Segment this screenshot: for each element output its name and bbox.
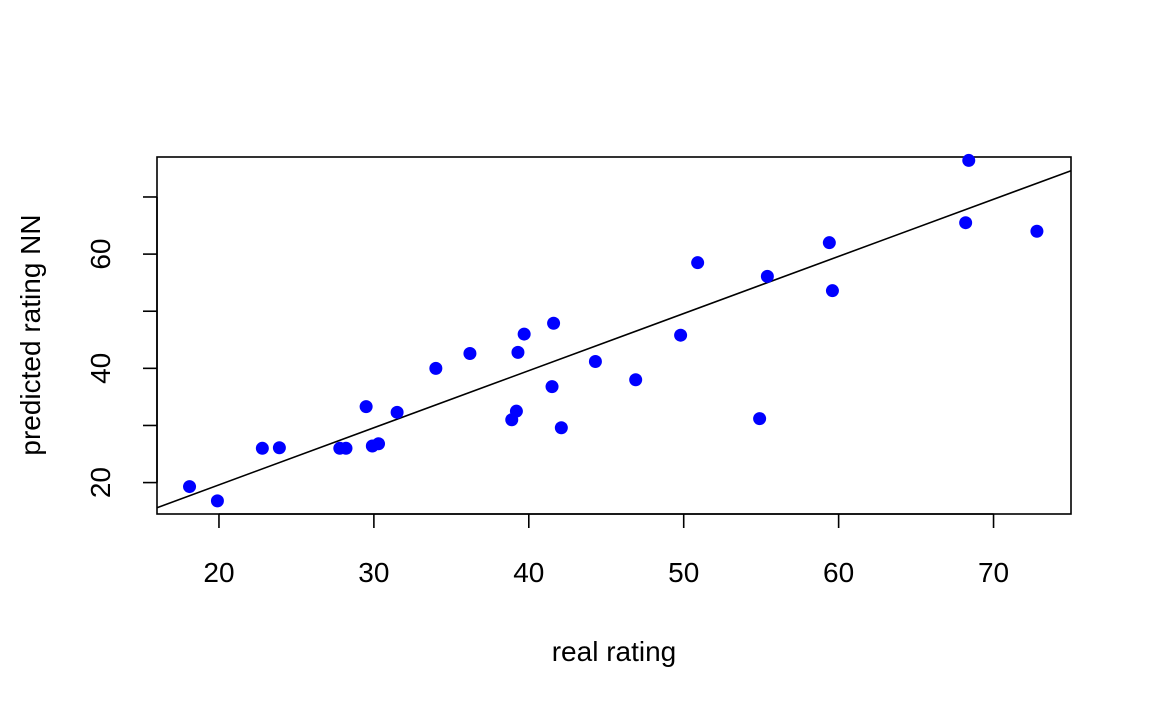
data-point — [825, 284, 839, 298]
data-point — [691, 256, 705, 270]
data-point — [511, 345, 525, 359]
data-point — [962, 153, 976, 167]
fit-line — [156, 169, 1072, 509]
plot-frame — [156, 156, 1072, 515]
x-tick-label: 30 — [358, 557, 389, 588]
data-points — [183, 153, 1044, 508]
x-axis: 20 30 40 50 60 70 — [203, 513, 1009, 588]
data-point — [429, 361, 443, 375]
x-tick-label: 60 — [823, 557, 854, 588]
data-point — [509, 404, 523, 418]
y-tick-label: 60 — [85, 239, 116, 270]
data-point — [517, 327, 531, 341]
x-axis-label: real rating — [552, 636, 677, 667]
data-point — [547, 316, 561, 330]
y-axis-label: predicted rating NN — [15, 214, 46, 455]
data-point — [359, 400, 373, 414]
data-point — [588, 354, 602, 368]
y-tick-label: 20 — [85, 467, 116, 498]
data-point — [822, 236, 836, 250]
x-tick-label: 20 — [203, 557, 234, 588]
x-tick-label: 50 — [668, 557, 699, 588]
data-point — [753, 412, 767, 426]
data-point — [1030, 224, 1044, 238]
data-point — [463, 346, 477, 360]
data-point — [210, 494, 224, 508]
data-point — [183, 480, 197, 494]
data-point — [629, 373, 643, 387]
data-point — [372, 437, 386, 451]
data-point — [959, 216, 973, 230]
data-point — [554, 421, 568, 435]
data-point — [760, 269, 774, 283]
y-axis: 20 40 60 — [85, 196, 158, 498]
x-tick-label: 70 — [978, 557, 1009, 588]
data-point — [255, 441, 269, 455]
data-point — [674, 328, 688, 342]
data-point — [545, 380, 559, 394]
data-point — [272, 441, 286, 455]
data-point — [339, 441, 353, 455]
data-point — [390, 405, 404, 419]
x-tick-label: 40 — [513, 557, 544, 588]
y-tick-label: 40 — [85, 353, 116, 384]
